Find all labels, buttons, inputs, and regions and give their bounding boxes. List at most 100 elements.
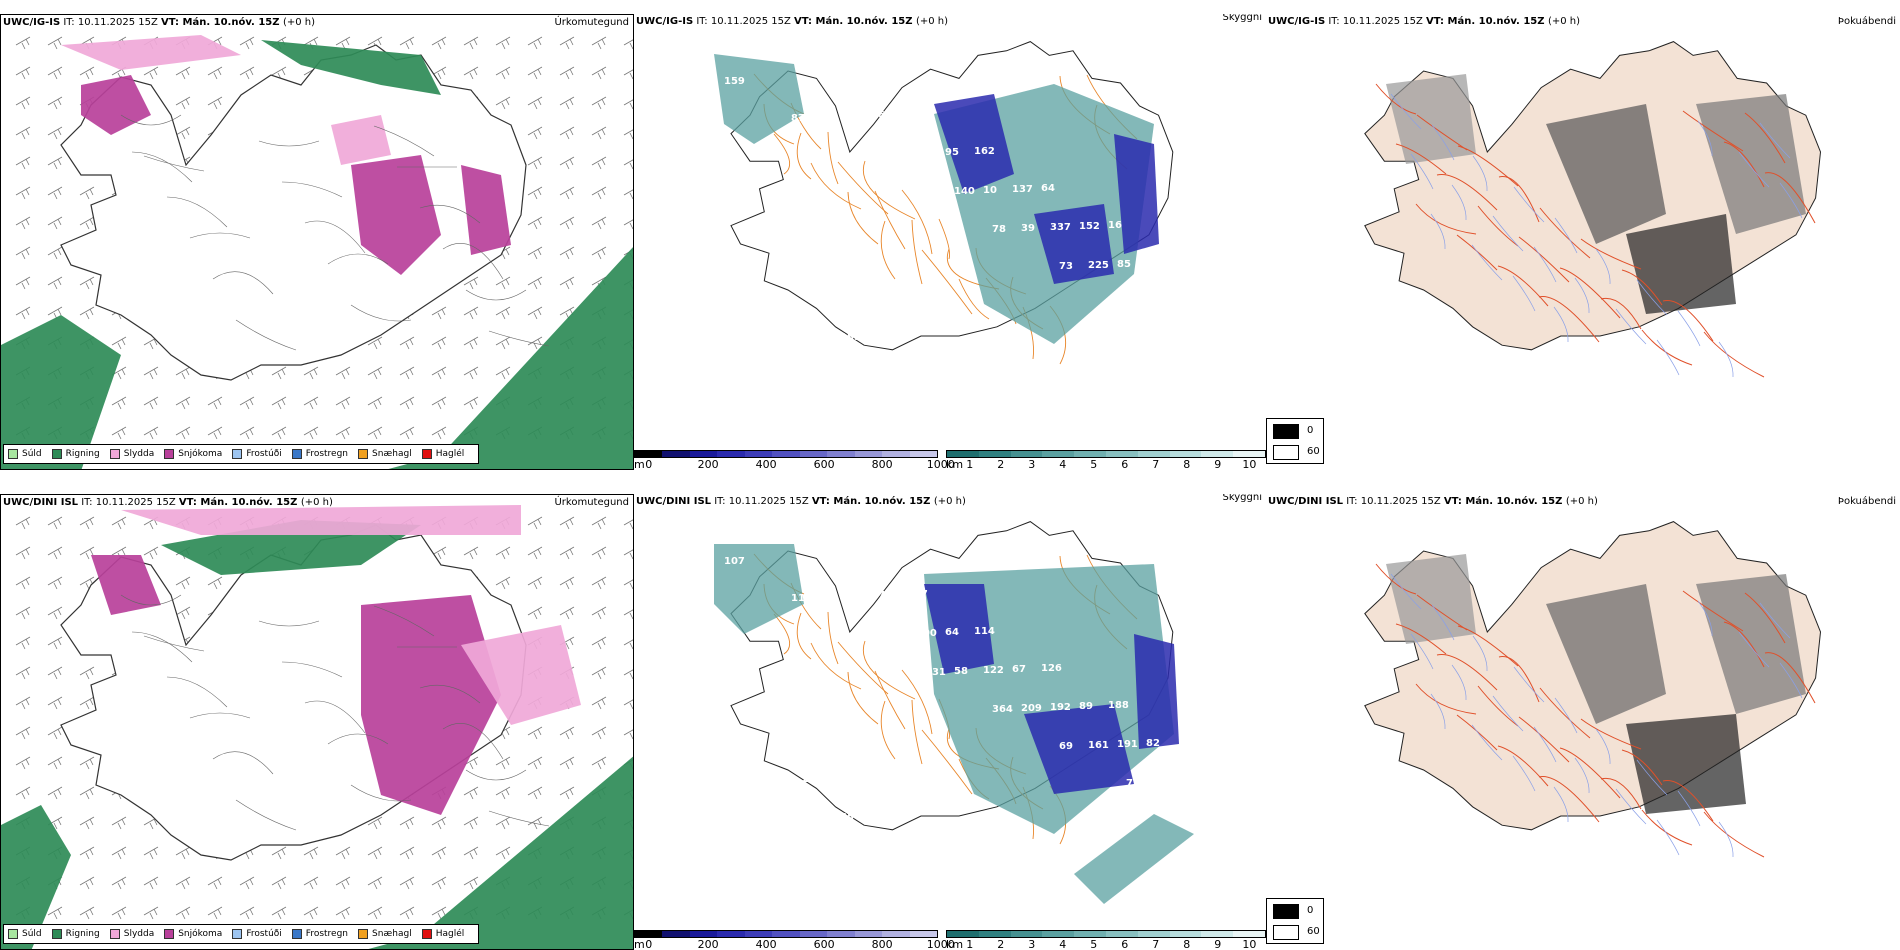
- legend-item-frostúði: Frostúði: [232, 929, 282, 939]
- fog-swatch: [1273, 424, 1299, 439]
- panel-header: UWC/IG-IS IT: 10.11.2025 15Z VT: Mán. 10…: [1, 15, 633, 31]
- legend-swatch: [8, 929, 18, 939]
- ceiling-label: 73: [878, 590, 892, 601]
- colorbar-step: [1233, 451, 1265, 457]
- fog-legend-label: 0: [1307, 425, 1314, 436]
- visibility-colorbar: [946, 930, 1266, 938]
- ceiling-label: 89: [1079, 701, 1093, 712]
- ceiling-tick: 200: [697, 458, 719, 470]
- colorbar-step: [799, 931, 828, 937]
- model-name: UWC/DINI ISL: [636, 496, 712, 507]
- ceiling-tick: 1000: [926, 458, 955, 470]
- vt-value: Mán. 10.nóv. 15Z: [1447, 16, 1548, 27]
- ceiling-label: 80: [1146, 258, 1160, 269]
- vt-value: Mán. 10.nóv. 15Z: [200, 497, 301, 508]
- it-label: IT:: [1343, 496, 1361, 507]
- colorbar-step: [854, 451, 883, 457]
- ceiling-label: 85: [1117, 259, 1131, 270]
- ceiling-label: 217: [735, 737, 756, 748]
- ceiling-label: 247: [1155, 297, 1176, 308]
- visibility-tick: 2: [997, 458, 1005, 470]
- colorbar-step: [1074, 931, 1106, 937]
- ceiling-label: 152: [1079, 221, 1100, 232]
- ceiling-tick: 600: [813, 938, 835, 950]
- vt-value: Mán. 10.nóv. 15Z: [815, 16, 916, 27]
- ceiling-label: 93: [744, 776, 758, 787]
- ceiling-label: 69: [1059, 741, 1073, 752]
- run-info: UWC/DINI ISL IT: 10.11.2025 15Z VT: Mán.…: [1268, 495, 1598, 509]
- ceiling-label: 64: [945, 627, 959, 638]
- vt-label: VT:: [794, 16, 816, 27]
- fog-map: [1364, 521, 1822, 858]
- lead-time: (+0 h): [300, 497, 333, 508]
- ceiling-label: 159: [724, 76, 745, 87]
- legend-label: Frostúði: [246, 929, 282, 939]
- visibility-tick: 7: [1152, 938, 1160, 950]
- colorbar-step: [1201, 451, 1234, 457]
- ceiling-label: 122: [983, 665, 1004, 676]
- colorbar-step: [1169, 451, 1202, 457]
- legend-label: Slydda: [123, 449, 155, 459]
- ceiling-label: 202: [802, 774, 823, 785]
- it-value: 10.11.2025 15Z: [95, 497, 179, 508]
- ceiling-tick: 600: [813, 458, 835, 470]
- legend-label: Snæhagl: [372, 449, 412, 459]
- ceiling-label: 87: [791, 113, 805, 124]
- legend-item-slydda: Slydda: [109, 929, 154, 939]
- lead-time: (+0 h): [1547, 16, 1581, 27]
- colorbar-step: [662, 931, 690, 937]
- legend-swatch: [109, 929, 120, 939]
- it-label: IT:: [78, 497, 96, 508]
- ceiling-label: 55: [840, 812, 854, 823]
- model-name: UWC/IG-IS: [636, 16, 694, 27]
- ceiling-tick: 1000: [926, 938, 955, 950]
- visibility-tick: 2: [997, 938, 1005, 950]
- legend-swatch: [232, 929, 243, 939]
- ceiling-label: 406: [1155, 777, 1176, 788]
- colorbar-step: [1010, 931, 1043, 937]
- legend-swatch: [358, 929, 369, 939]
- panel-header: UWC/DINI ISL IT: 10.11.2025 15Z VT: Mán.…: [634, 494, 1266, 510]
- ceiling-label: 162: [974, 146, 995, 157]
- visibility-panel: 107 11 115 131 364 69 73 70 93 85 58 209 161 406 137 15…: [634, 494, 1266, 950]
- legend-swatch: [51, 929, 62, 939]
- ceiling-label: 225: [1088, 260, 1109, 271]
- legend-swatch: [164, 449, 175, 459]
- ceiling-label: 131: [925, 667, 946, 678]
- colorbar-step: [827, 931, 855, 937]
- ceiling-label: 10: [753, 335, 767, 346]
- legend-label: Haglél: [435, 929, 465, 939]
- legend-item-frostregn: Frostregn: [291, 929, 349, 939]
- ceiling-label: 64: [1041, 183, 1055, 194]
- ceiling-colorbar: [634, 930, 938, 938]
- colorbar-step: [717, 451, 745, 457]
- ceiling-label: 82: [820, 112, 834, 123]
- colorbar-step: [1137, 931, 1170, 937]
- precip-type-panel: UWC/DINI ISL IT: 10.11.2025 15Z VT: Mán.…: [0, 494, 634, 950]
- legend-label: Snjókoma: [178, 449, 223, 459]
- lead-time: (+0 h): [915, 16, 949, 27]
- colorbar-step: [854, 931, 883, 937]
- legend-item-súld: Súld: [8, 449, 42, 459]
- ceiling-label: 192: [1050, 702, 1071, 713]
- legend-label: Frostregn: [305, 929, 349, 939]
- visibility-tick: 1: [966, 458, 974, 470]
- fog-legend: 0 60: [1266, 418, 1324, 464]
- visibility-tick: 5: [1090, 938, 1098, 950]
- legend-label: Snjókoma: [178, 929, 223, 939]
- ceiling-label: 16: [1108, 220, 1122, 231]
- visibility-tick: 10: [1242, 938, 1257, 950]
- vis-title: Skyggni: [1222, 494, 1262, 503]
- colorbar-step: [947, 451, 979, 457]
- legend-item-snæhagl: Snæhagl: [358, 449, 412, 459]
- fog-swatch: [1273, 904, 1299, 919]
- visibility-tick: 9: [1214, 458, 1222, 470]
- fog-title: Þokuábendi: [1837, 16, 1896, 27]
- ceiling-label: 101: [1126, 298, 1147, 309]
- visibility-tick: 8: [1183, 938, 1191, 950]
- ceiling-label: 69: [811, 333, 825, 344]
- visibility-tick: 3: [1028, 938, 1036, 950]
- legend-item-snjókoma: Snjókoma: [164, 929, 222, 939]
- run-info: UWC/IG-IS IT: 10.11.2025 15Z VT: Mán. 10…: [1268, 15, 1580, 29]
- legend-item-rigning: Rigning: [51, 929, 100, 939]
